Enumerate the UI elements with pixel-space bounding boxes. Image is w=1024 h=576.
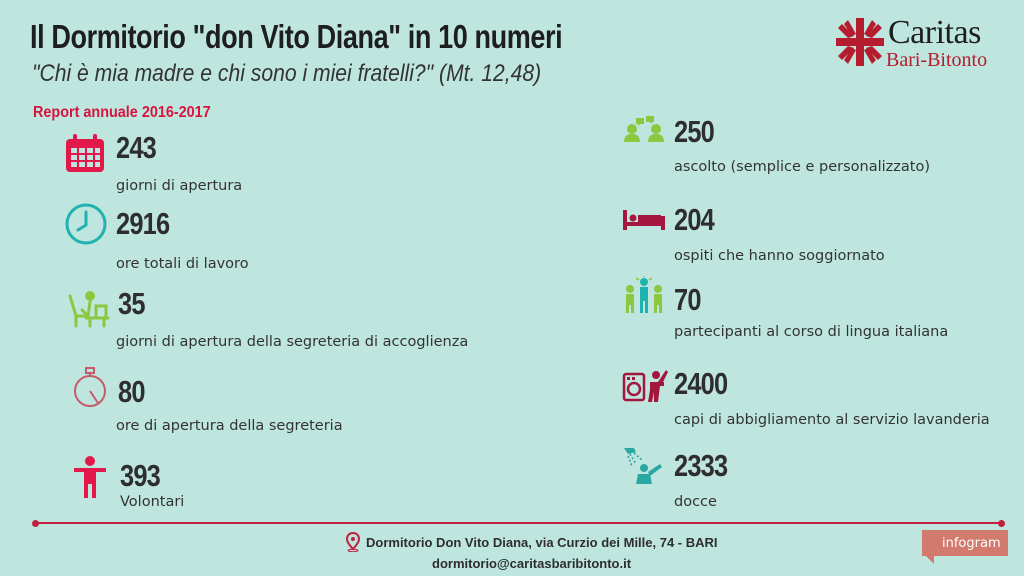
page-subtitle: "Chi è mia madre e chi sono i miei frate… [32, 60, 542, 87]
conversation-icon [624, 116, 664, 142]
shower-icon [624, 448, 662, 484]
stat-label: ascolto (semplice e personalizzato) [674, 159, 930, 175]
calendar-icon [66, 134, 104, 172]
class-icon [626, 276, 662, 313]
bed-icon [623, 210, 665, 230]
infogram-label[interactable]: infogram [942, 536, 1001, 551]
stat-value: 70 [674, 282, 701, 317]
stat-docce: 2333 docce [622, 446, 962, 512]
footer-address: Dormitorio Don Vito Diana, via Curzio de… [366, 535, 718, 550]
caritas-cross-icon [836, 18, 884, 66]
stat-value: 2400 [674, 366, 728, 401]
stat-label: Volontari [120, 494, 185, 510]
stat-ospiti: 204 ospiti che hanno soggiornato [622, 204, 962, 270]
stopwatch-icon [74, 367, 106, 407]
logo-name: Caritas [888, 14, 981, 51]
stat-lavanderia: 2400 capi di abbigliamento al servizio l… [622, 366, 1002, 432]
stat-label: partecipanti al corso di lingua italiana [674, 324, 949, 340]
stat-ascolto: 250 ascolto (semplice e personalizzato) [622, 116, 962, 182]
stat-value: 393 [120, 458, 161, 493]
desk-worker-icon [68, 291, 110, 328]
stat-corso-lingua: 70 partecipanti al corso di lingua itali… [622, 276, 962, 342]
report-label: Report annuale 2016-2017 [33, 104, 211, 121]
stat-value: 204 [674, 202, 715, 237]
stat-giorni-apertura: 243 giorni di apertura [64, 132, 364, 196]
infogram-badge[interactable] [920, 530, 1010, 564]
stat-label: giorni di apertura [116, 178, 243, 194]
stat-label: docce [674, 494, 717, 510]
page-title: Il Dormitorio "don Vito Diana" in 10 num… [30, 18, 563, 55]
stat-value: 2916 [116, 206, 170, 241]
stat-value: 250 [674, 114, 715, 149]
person-icon [74, 456, 106, 498]
stat-label: ospiti che hanno soggiornato [674, 248, 885, 264]
stat-value: 35 [118, 286, 145, 321]
stat-giorni-segreteria: 35 giorni di apertura della segreteria d… [64, 288, 504, 352]
stat-value: 80 [118, 374, 145, 409]
stat-label: capi di abbigliamento al servizio lavand… [674, 412, 990, 428]
divider-dot-left [32, 519, 39, 527]
divider-dot-right [998, 519, 1005, 527]
location-pin-icon [345, 532, 361, 552]
stat-label: ore totali di lavoro [116, 256, 249, 272]
stat-label: giorni di apertura della segreteria di a… [116, 334, 469, 350]
footer-divider [36, 522, 1002, 524]
clock-icon [65, 203, 107, 245]
logo-subtitle: Bari-Bitonto [886, 49, 988, 71]
footer-email[interactable]: dormitorio@caritasbaribitonto.it [432, 556, 632, 571]
stat-volontari: 393 Volontari [64, 456, 364, 516]
stat-value: 243 [116, 130, 157, 165]
laundry-icon [622, 370, 668, 402]
caritas-logo: Caritas Bari-Bitonto [834, 14, 1004, 72]
stat-ore-lavoro: 2916 ore totali di lavoro [64, 203, 364, 272]
stat-ore-segreteria: 80 ore di apertura della segreteria [64, 366, 364, 436]
stat-value: 2333 [674, 448, 728, 483]
stat-label: ore di apertura della segreteria [116, 418, 343, 434]
